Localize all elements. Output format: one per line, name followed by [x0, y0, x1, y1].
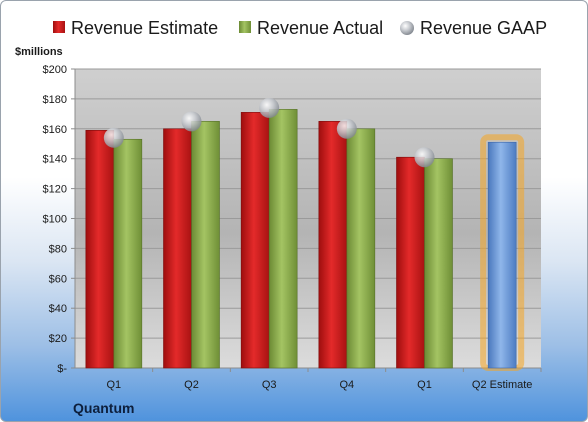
y-axis-unit-label: $millions — [15, 46, 63, 58]
y-axis-ticks: $- $20 $40 $60 $80 $100 $120 $140 $160 $180 $200 — [43, 64, 76, 375]
y-tick-label: $100 — [43, 214, 67, 226]
y-tick-label: $140 — [43, 154, 67, 166]
bar-revenue-actual — [268, 109, 298, 369]
bar-revenue-actual — [346, 128, 376, 369]
bar-revenue-estimate — [396, 156, 425, 369]
y-tick-label: $40 — [49, 303, 67, 315]
y-tick-label: $180 — [43, 94, 67, 106]
marker-revenue-gaap — [336, 118, 357, 139]
x-tick-label: Q3 — [262, 379, 277, 391]
gridlines — [75, 68, 541, 369]
x-tick-label: Q1 — [417, 379, 432, 391]
bar-revenue-estimate — [163, 128, 192, 369]
marker-revenue-gaap — [259, 97, 280, 118]
legend-marker-revenue-gaap — [400, 21, 414, 35]
y-tick-label: $120 — [43, 184, 67, 196]
x-tick-label: Q4 — [339, 379, 354, 391]
legend-label-revenue-actual: Revenue Actual — [257, 18, 383, 38]
bar-revenue-actual — [113, 138, 143, 369]
company-label: Quantum — [73, 400, 134, 416]
y-tick-label: $60 — [49, 273, 67, 285]
gaap-markers — [103, 97, 435, 168]
y-tick-label: $200 — [43, 64, 67, 76]
y-tick-label: $- — [57, 363, 67, 375]
x-tick-label: Q1 — [106, 379, 121, 391]
marker-revenue-gaap — [181, 111, 202, 132]
marker-revenue-gaap — [414, 147, 435, 168]
bar-revenue-estimate — [85, 129, 115, 369]
y-tick-label: $20 — [49, 333, 67, 345]
legend: Revenue Estimate Revenue Actual Revenue … — [53, 18, 547, 38]
bar-revenue-estimate — [240, 112, 270, 369]
x-tick-label: Q2 Estimate — [472, 379, 533, 391]
bar-revenue-actual — [424, 158, 453, 369]
legend-swatch-revenue-actual — [239, 21, 251, 33]
y-tick-label: $160 — [43, 124, 67, 136]
bar-revenue-estimate — [318, 121, 348, 369]
marker-revenue-gaap — [103, 127, 124, 148]
legend-label-revenue-estimate: Revenue Estimate — [71, 18, 218, 38]
bars — [85, 109, 525, 371]
legend-label-revenue-gaap: Revenue GAAP — [420, 18, 547, 38]
x-axis-ticks: Q1 Q2 Q3 Q4 Q1 Q2 Estimate — [106, 368, 542, 391]
bar-revenue-estimate-highlight — [487, 141, 517, 369]
legend-swatch-revenue-estimate — [53, 21, 65, 33]
x-tick-label: Q2 — [184, 379, 199, 391]
y-tick-label: $80 — [49, 243, 67, 255]
bar-revenue-actual — [191, 121, 220, 369]
